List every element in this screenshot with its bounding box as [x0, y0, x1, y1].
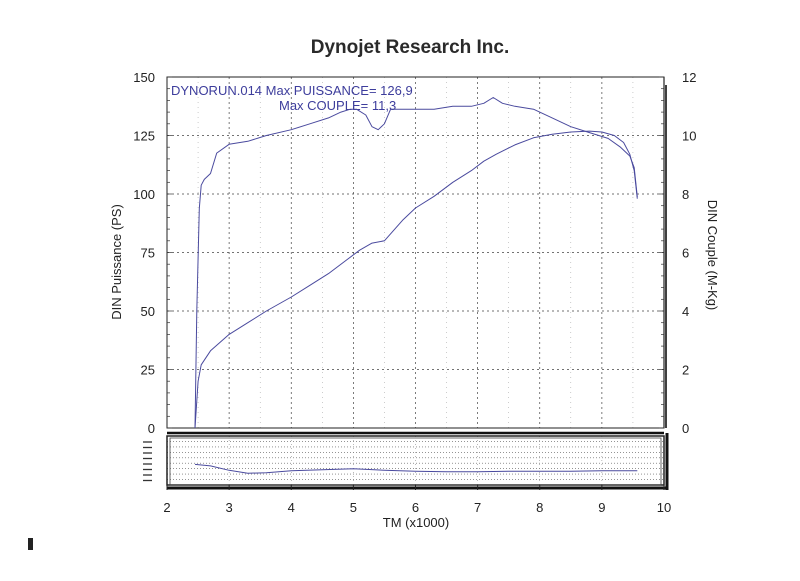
y-right-tick-label: 6 — [682, 246, 689, 261]
y-right-tick-labels: 0 2 4 6 8 10 12 — [682, 70, 696, 436]
x-tick-label: 6 — [412, 500, 419, 515]
annotation-couple: Max COUPLE= 11,3 — [279, 98, 396, 113]
series-line-mini — [194, 463, 638, 474]
y-left-tick-labels: 0 25 50 75 100 125 150 — [133, 70, 155, 436]
x-tick-label: 3 — [226, 500, 233, 515]
x-tick-labels: 2 3 4 5 6 7 8 9 10 — [163, 500, 671, 515]
y-left-tick-label: 75 — [141, 246, 155, 261]
y-left-tick-label: 125 — [133, 129, 155, 144]
mini-panel-inner-frame — [169, 437, 662, 486]
y-left-tick-label: 100 — [133, 187, 155, 202]
x-tick-label: 5 — [350, 500, 357, 515]
grid-lines — [167, 77, 664, 428]
y-right-tick-label: 10 — [682, 129, 696, 144]
x-tick-label: 4 — [288, 500, 295, 515]
x-axis-label: TM (x1000) — [383, 515, 449, 530]
x-tick-label: 9 — [598, 500, 605, 515]
chart-title: Dynojet Research Inc. — [311, 37, 510, 58]
series-lines — [194, 97, 638, 474]
y-right-tick-label: 2 — [682, 363, 689, 378]
y-right-tick-label: 0 — [682, 421, 689, 436]
scan-mark — [28, 538, 33, 550]
y-left-tick-label: 150 — [133, 70, 155, 85]
x-tick-label: 7 — [474, 500, 481, 515]
x-tick-label: 10 — [657, 500, 671, 515]
series-line-left — [194, 130, 638, 429]
y-right-tick-label: 12 — [682, 70, 696, 85]
plot-frames — [166, 76, 669, 490]
y-right-axis-label: DIN Couple (M-Kg) — [705, 200, 720, 311]
mini-panel-ticks — [143, 441, 152, 482]
x-tick-label: 8 — [536, 500, 543, 515]
y-left-tick-label: 25 — [141, 363, 155, 378]
y-left-tick-label: 50 — [141, 304, 155, 319]
x-tick-label: 2 — [163, 500, 170, 515]
y-right-tick-label: 8 — [682, 187, 689, 202]
y-left-tick-label: 0 — [148, 421, 155, 436]
mini-panel-grid — [167, 436, 664, 485]
series-line-right — [194, 97, 638, 429]
y-right-tick-label: 4 — [682, 304, 689, 319]
y-left-axis-label: DIN Puissance (PS) — [109, 204, 124, 320]
annotation-run: DYNORUN.014 Max PUISSANCE= 126,9 — [171, 83, 413, 98]
